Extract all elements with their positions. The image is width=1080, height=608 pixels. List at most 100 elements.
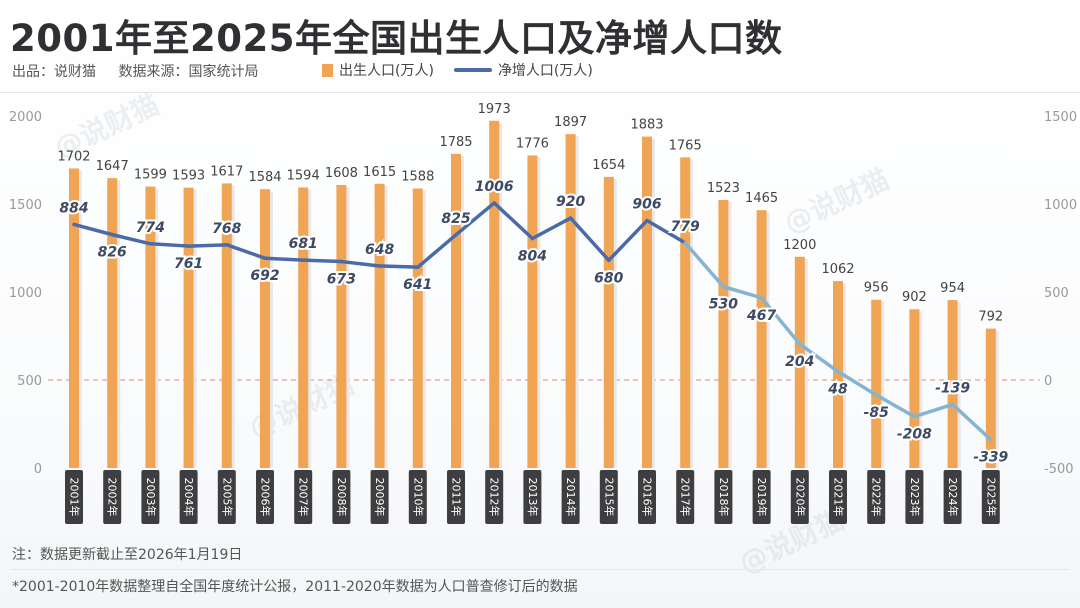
bar [756, 210, 767, 468]
legend-bar-swatch [322, 63, 333, 77]
bar-value-label: 1897 [554, 115, 587, 130]
right-axis-tick: -500 [1044, 462, 1074, 477]
line-value-label: 906 [632, 197, 661, 213]
x-tick-box [638, 470, 656, 524]
line-value-label: 779 [671, 219, 700, 235]
legend-line-swatch [453, 68, 492, 72]
bar [107, 178, 118, 469]
note-source: *2001-2010年数据整理自全国年度统计公报，2011-2020年数据为人口… [12, 579, 578, 595]
x-tick-label: 2007年 [297, 478, 311, 517]
x-tick-label: 2010年 [411, 478, 425, 517]
net-line-segment [416, 233, 458, 269]
line-value-label: 826 [98, 245, 127, 261]
x-tick-box [714, 470, 733, 524]
bar [374, 183, 385, 468]
bar [69, 168, 79, 468]
right-axis-tick: 1500 [1044, 110, 1077, 125]
x-tick-box [141, 470, 160, 524]
line-value-label: 884 [59, 200, 88, 216]
bar [985, 328, 996, 468]
line-value-label: -208 [897, 427, 932, 443]
x-tick-box [752, 470, 771, 524]
bar-value-label: 1588 [401, 170, 434, 185]
bar-value-label: 1593 [172, 169, 205, 184]
bar-value-label: 1584 [248, 170, 281, 185]
bar-value-label: 1765 [669, 138, 702, 153]
bar [260, 189, 270, 468]
x-tick-box [179, 470, 198, 524]
legend-net: 净增人口(万人) [453, 60, 593, 80]
legend-births-label: 出生人口(万人) [339, 63, 434, 79]
bar-value-label: 1785 [439, 135, 472, 150]
x-tick-box [447, 470, 465, 524]
x-tick-label: 2003年 [144, 478, 158, 517]
bar-value-label: 1973 [478, 102, 511, 117]
right-axis-tick: 1000 [1044, 198, 1077, 213]
bar-value-label: 1465 [745, 191, 778, 206]
bar [833, 281, 843, 468]
x-tick-box [790, 470, 809, 524]
left-axis-tick: 1500 [9, 198, 42, 213]
net-line-segment [492, 201, 535, 241]
bar-value-label: 956 [864, 281, 889, 296]
x-tick-box [561, 470, 580, 524]
line-value-label: 761 [174, 256, 203, 272]
x-tick-label: 2023年 [908, 478, 922, 517]
x-tick-label: 2022年 [870, 478, 884, 517]
x-tick-label: 2024年 [946, 478, 960, 517]
bar [489, 120, 500, 468]
x-tick-box [217, 470, 236, 524]
x-tick-label: 2002年 [106, 478, 120, 517]
x-tick-label: 2015年 [602, 478, 616, 517]
x-tick-label: 2006年 [259, 478, 273, 517]
bar [871, 299, 882, 468]
net-line-segment [836, 369, 878, 397]
net-line-segment [530, 216, 573, 241]
bar-value-label: 954 [940, 281, 965, 296]
x-tick-box [408, 470, 427, 524]
line-value-label: 641 [403, 277, 432, 293]
x-tick-label: 2011年 [450, 478, 464, 517]
line-value-label: 692 [250, 268, 279, 284]
x-tick-label: 2021年 [832, 478, 846, 517]
note-update: 注：数据更新截止至2026年1月19日 [12, 547, 243, 563]
x-tick-label: 2019年 [755, 478, 769, 517]
bar [183, 187, 194, 468]
bar-value-label: 1594 [287, 168, 320, 183]
net-line-segment [950, 402, 993, 442]
bar [451, 153, 461, 468]
bar [565, 134, 576, 469]
bar [947, 300, 958, 468]
bar-value-label: 792 [978, 310, 1003, 325]
x-tick-label: 2005年 [220, 478, 234, 517]
x-tick-label: 2013年 [526, 478, 540, 517]
author-label: 出品：说财猫 [12, 64, 96, 80]
x-tick-label: 2001年 [68, 478, 82, 517]
net-line-segment [148, 242, 191, 248]
x-tick-box [905, 470, 924, 524]
bar-value-label: 1776 [516, 136, 549, 151]
net-line-segment [759, 296, 802, 346]
bar [336, 184, 347, 468]
line-value-label: 648 [365, 242, 394, 258]
x-tick-box [294, 470, 313, 524]
bar-value-label: 1617 [210, 164, 243, 179]
bar [794, 256, 805, 468]
line-value-label: 825 [441, 211, 470, 227]
x-tick-box [867, 470, 886, 524]
line-value-label: 920 [556, 194, 585, 210]
line-value-label: 673 [327, 272, 356, 288]
x-tick-label: 2020年 [793, 478, 807, 517]
bar [298, 187, 309, 468]
x-tick-label: 2014年 [564, 478, 578, 517]
x-tick-label: 2025年 [984, 477, 998, 516]
bar [145, 186, 156, 469]
source-label: 数据来源：国家统计局 [118, 64, 259, 80]
line-value-label: 680 [594, 270, 623, 286]
net-line-segment [721, 284, 764, 300]
bar-value-label: 902 [902, 290, 927, 305]
line-value-label: -139 [935, 380, 970, 396]
bar [527, 155, 538, 468]
x-tick-label: 2012年 [488, 478, 502, 517]
net-line-segment [874, 393, 917, 419]
